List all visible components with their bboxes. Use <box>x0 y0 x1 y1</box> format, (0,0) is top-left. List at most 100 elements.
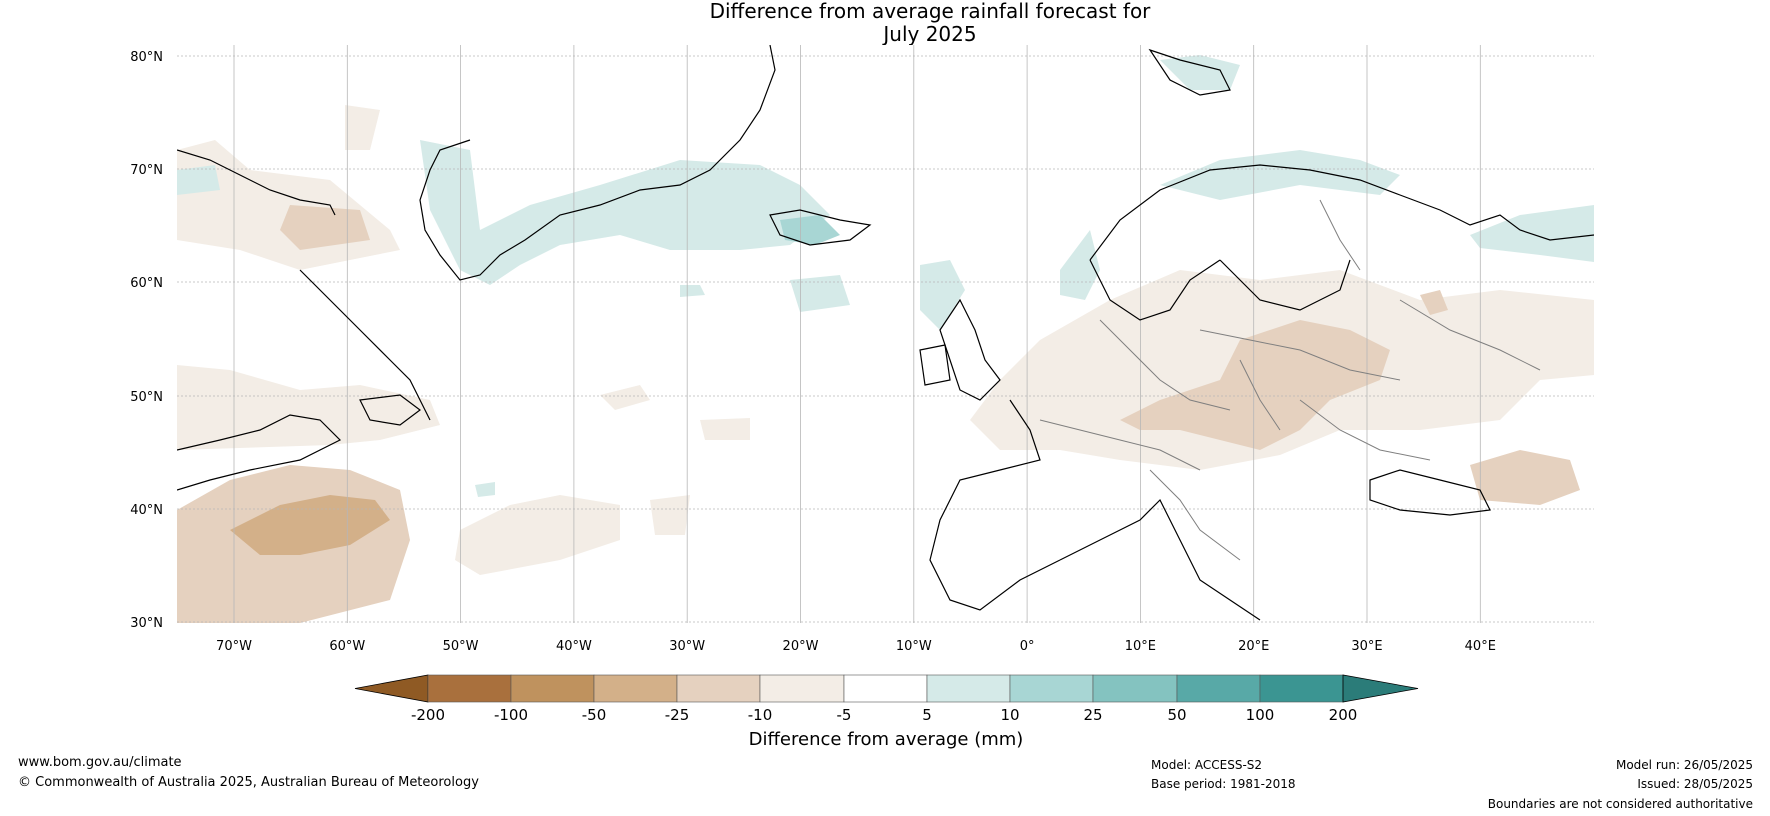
longitude-tick-label: 50°W <box>443 639 479 654</box>
colorbar-segment <box>843 674 928 703</box>
colorbar-tick-label: -10 <box>748 706 773 724</box>
wet-region-norway-sea <box>920 260 965 330</box>
coastline-mediterranean <box>1059 498 1261 621</box>
wet-region-atlantic-north <box>790 275 850 312</box>
website-text: www.bom.gov.au/climate <box>18 755 182 770</box>
colorbar-segment <box>1092 674 1178 703</box>
wet-region-svalbard <box>1160 55 1240 90</box>
coastline-scandinavia <box>1089 164 1594 261</box>
colorbar-tick-labels: -200 -100 -50 -25 -10 -5 5 10 25 50 100 200 <box>411 706 1357 724</box>
colorbar-segment <box>1176 674 1261 703</box>
longitude-tick-label: 10°W <box>896 639 932 654</box>
coastline-nova-scotia <box>177 414 342 491</box>
wet-region-norway-coast <box>1060 230 1100 300</box>
latitude-tick-label: 60°N <box>130 276 163 291</box>
border-2 <box>1039 419 1201 471</box>
colorbar-tick-label: -100 <box>494 706 528 724</box>
coastline-svalbard <box>1148 48 1231 96</box>
coastline-newfoundland <box>359 394 421 426</box>
colorbar-tick-label: -5 <box>837 706 852 724</box>
colorbar-extend-low <box>354 674 429 703</box>
colorbar-tick-label: -50 <box>582 706 607 724</box>
colorbar-tick-label: 25 <box>1083 706 1102 724</box>
map-title: Difference from average rainfall forecas… <box>0 0 1770 46</box>
colorbar-tick-label: 10 <box>1000 706 1019 724</box>
country-borders <box>1039 199 1541 561</box>
longitude-tick-label: 20°W <box>783 639 819 654</box>
copyright-text: © Commonwealth of Australia 2025, Austra… <box>18 775 479 790</box>
longitude-tick-label: 0° <box>1020 639 1035 654</box>
wet-region-iceland <box>780 215 840 245</box>
latitude-tick-label: 50°N <box>130 390 163 405</box>
title-line-1: Difference from average rainfall forecas… <box>709 0 1151 23</box>
wet-region-canada-arctic <box>177 165 220 195</box>
colorbar-segment <box>676 674 761 703</box>
latitude-tick-label: 30°N <box>130 616 163 631</box>
colorbar-tick-label: -25 <box>665 706 690 724</box>
coastline-canada-arctic <box>177 149 336 216</box>
coastline-uk <box>939 298 1001 401</box>
coastline-iceland <box>769 209 872 246</box>
colorbar-segment <box>1009 674 1094 703</box>
colorbar-tick-label: 5 <box>922 706 932 724</box>
latitude-tick-label: 40°N <box>130 503 163 518</box>
wet-region-scandinavia-north <box>1160 150 1400 200</box>
coastline-baltic <box>1219 259 1351 311</box>
wet-region-greenland-east <box>420 140 830 285</box>
longitude-tick-label: 60°W <box>329 639 365 654</box>
border-7 <box>1319 199 1361 271</box>
dry-region-atlantic-west-core <box>230 495 390 555</box>
model-run-text: Model run: 26/05/2025 <box>1615 758 1753 772</box>
wet-region-small <box>475 482 495 497</box>
colorbar-label: Difference from average (mm) <box>749 729 1024 750</box>
title-line-2: July 2025 <box>883 22 977 46</box>
colorbar <box>354 674 1419 703</box>
issued-text: Issued: 28/05/2025 <box>1637 777 1753 791</box>
colorbar-segment <box>759 674 845 703</box>
longitude-tick-label: 20°E <box>1238 639 1269 654</box>
longitude-tick-label: 40°E <box>1465 639 1496 654</box>
longitude-tick-labels: 70°W 60°W 50°W 40°W 30°W 20°W 10°W 0° 10°E 20°E 30… <box>216 639 1496 654</box>
dry-region-atlantic-mid <box>455 495 620 575</box>
longitude-tick-label: 30°E <box>1351 639 1382 654</box>
coastline-europe-west <box>929 399 1061 611</box>
base-period-text: Base period: 1981-2018 <box>1151 777 1296 791</box>
longitude-tick-label: 40°W <box>556 639 592 654</box>
dry-region-black-sea-east <box>1470 450 1580 505</box>
longitude-tick-label: 70°W <box>216 639 252 654</box>
colorbar-segment <box>427 674 512 703</box>
colorbar-tick-label: 100 <box>1246 706 1275 724</box>
colorbar-tick-label: 50 <box>1167 706 1186 724</box>
latitude-tick-label: 70°N <box>130 163 163 178</box>
dry-region-atlantic-mid-3 <box>700 418 750 440</box>
colorbar-tick-label: 200 <box>1329 706 1358 724</box>
wet-region-atlantic-north-2 <box>680 285 705 297</box>
coastlines <box>177 45 1594 621</box>
dry-region-russia <box>1420 290 1448 315</box>
dry-region-newfoundland <box>177 365 440 450</box>
border-1 <box>1099 319 1231 411</box>
colorbar-segment <box>926 674 1011 703</box>
coastline-ireland <box>919 344 951 386</box>
border-5 <box>1299 399 1431 461</box>
colorbar-tick-label: -200 <box>411 706 445 724</box>
dry-anomaly-regions <box>177 105 1594 623</box>
border-6 <box>1239 359 1281 431</box>
latitude-tick-labels: 80°N 70°N 60°N 50°N 40°N 30°N <box>130 50 163 631</box>
latitude-tick-label: 80°N <box>130 50 163 65</box>
colorbar-segment <box>510 674 595 703</box>
coastline-labrador <box>299 269 431 421</box>
dry-region-atlantic-mid-2 <box>600 385 650 410</box>
dry-region-atlantic-mid-4 <box>650 495 690 535</box>
colorbar-extend-high <box>1342 674 1419 703</box>
dry-region-baffin <box>345 105 380 150</box>
colorbar-segment <box>1259 674 1344 703</box>
colorbar-segment <box>593 674 678 703</box>
dry-region-central-europe <box>1120 320 1390 450</box>
wet-anomaly-regions <box>177 55 1594 497</box>
disclaimer-text: Boundaries are not considered authoritat… <box>1487 797 1753 811</box>
border-3 <box>1199 329 1401 381</box>
border-8 <box>1399 299 1541 371</box>
coastline-norway-south <box>1089 259 1221 321</box>
